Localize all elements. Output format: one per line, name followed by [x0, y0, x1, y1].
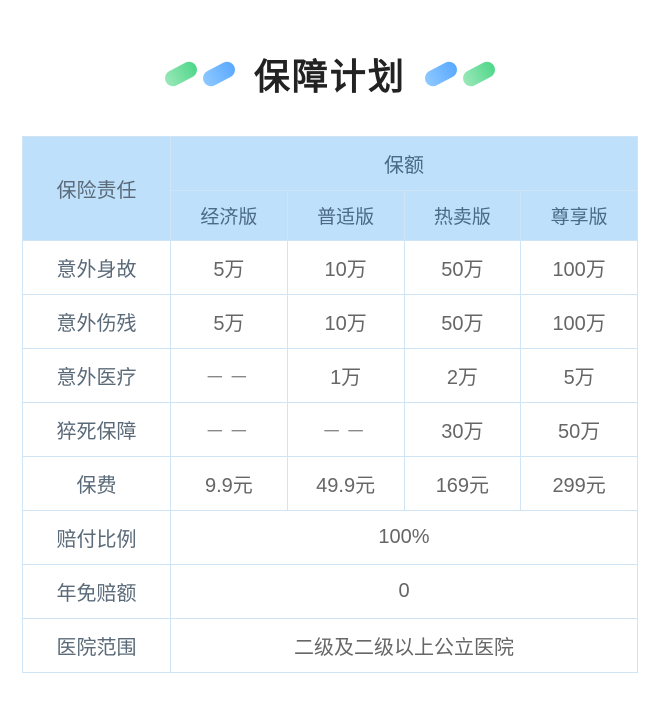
row-label: 保费 [23, 457, 171, 511]
cell: 10万 [287, 295, 404, 349]
pill-green-icon [460, 59, 498, 89]
decor-right [424, 66, 496, 82]
cell: 50万 [404, 295, 521, 349]
table-row: 意外身故 5万 10万 50万 100万 [23, 241, 638, 295]
pill-green-icon [162, 59, 200, 89]
row-label: 医院范围 [23, 619, 171, 673]
table-row: 医院范围 二级及二级以上公立医院 [23, 619, 638, 673]
header-coverage-group: 保额 [171, 137, 638, 191]
cell: 50万 [404, 241, 521, 295]
cell: 5万 [171, 295, 288, 349]
decor-left [164, 66, 236, 82]
pill-blue-icon [200, 59, 238, 89]
coverage-table: 保险责任 保额 经济版 普适版 热卖版 尊享版 意外身故 5万 10万 50万 … [22, 136, 638, 673]
merged-cell: 100% [171, 511, 638, 565]
table-row: 保费 9.9元 49.9元 169元 299元 [23, 457, 638, 511]
cell: 299元 [521, 457, 638, 511]
row-label: 意外身故 [23, 241, 171, 295]
row-label: 年免赔额 [23, 565, 171, 619]
table-row: 赔付比例 100% [23, 511, 638, 565]
merged-cell: 二级及二级以上公立医院 [171, 619, 638, 673]
cell: 100万 [521, 295, 638, 349]
cell: －－ [171, 403, 288, 457]
pill-blue-icon [422, 59, 460, 89]
cell: 5万 [171, 241, 288, 295]
page-title: 保障计划 [254, 48, 406, 100]
row-label: 意外医疗 [23, 349, 171, 403]
table-row: 年免赔额 0 [23, 565, 638, 619]
cell: －－ [171, 349, 288, 403]
cell: 100万 [521, 241, 638, 295]
header-plan-1: 普适版 [287, 191, 404, 241]
cell: 49.9元 [287, 457, 404, 511]
table-row: 猝死保障 －－ －－ 30万 50万 [23, 403, 638, 457]
title-row: 保障计划 [0, 0, 660, 136]
header-plan-0: 经济版 [171, 191, 288, 241]
table-body: 意外身故 5万 10万 50万 100万 意外伤残 5万 10万 50万 100… [23, 241, 638, 673]
cell: 169元 [404, 457, 521, 511]
cell: 9.9元 [171, 457, 288, 511]
cell: 10万 [287, 241, 404, 295]
cell: 1万 [287, 349, 404, 403]
header-plan-2: 热卖版 [404, 191, 521, 241]
cell: 30万 [404, 403, 521, 457]
cell: 2万 [404, 349, 521, 403]
cell: 5万 [521, 349, 638, 403]
cell: 50万 [521, 403, 638, 457]
header-plan-3: 尊享版 [521, 191, 638, 241]
table-row: 意外医疗 －－ 1万 2万 5万 [23, 349, 638, 403]
row-label: 赔付比例 [23, 511, 171, 565]
merged-cell: 0 [171, 565, 638, 619]
row-label: 意外伤残 [23, 295, 171, 349]
cell: －－ [287, 403, 404, 457]
row-label: 猝死保障 [23, 403, 171, 457]
header-responsibility: 保险责任 [23, 137, 171, 241]
table-row: 意外伤残 5万 10万 50万 100万 [23, 295, 638, 349]
coverage-table-wrap: 保险责任 保额 经济版 普适版 热卖版 尊享版 意外身故 5万 10万 50万 … [22, 136, 638, 673]
